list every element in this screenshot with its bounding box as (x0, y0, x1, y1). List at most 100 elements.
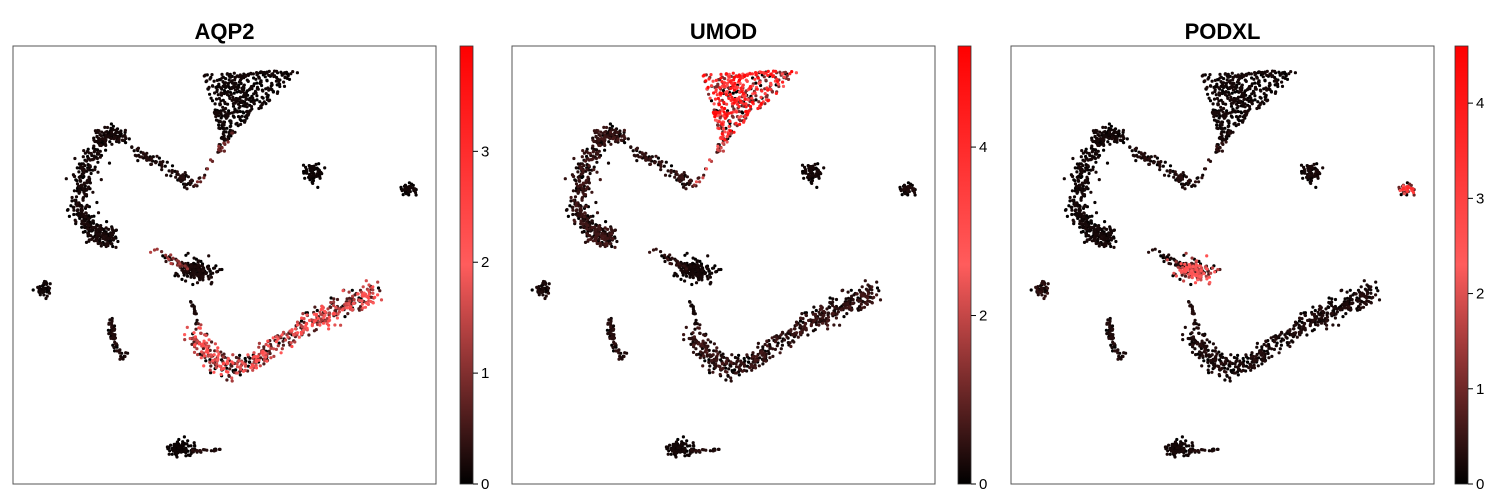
data-point (813, 328, 817, 332)
data-point (720, 122, 724, 126)
data-point (1230, 91, 1234, 95)
data-point (263, 75, 267, 79)
data-point (371, 291, 375, 295)
data-point (763, 355, 767, 359)
data-point (1275, 341, 1279, 345)
data-point (212, 110, 216, 115)
data-point (604, 125, 609, 130)
data-point (225, 138, 230, 142)
data-point (609, 142, 613, 146)
data-point (856, 308, 861, 312)
data-point (192, 350, 197, 354)
data-point (209, 364, 213, 368)
data-point (82, 181, 86, 185)
data-point (563, 177, 567, 181)
data-point (230, 131, 234, 135)
data-point (768, 356, 772, 360)
data-point (1263, 95, 1267, 99)
data-point (31, 288, 35, 292)
data-point (290, 344, 294, 349)
data-point (257, 341, 261, 345)
data-point (343, 315, 347, 319)
data-point (820, 321, 825, 325)
data-point (98, 237, 102, 241)
data-point (94, 225, 98, 229)
data-point (753, 358, 757, 362)
data-point (240, 114, 244, 118)
data-point (295, 323, 300, 327)
data-point (898, 185, 902, 189)
data-point (1211, 349, 1215, 353)
data-point (269, 346, 273, 350)
data-point (1208, 340, 1212, 344)
data-point (231, 353, 235, 357)
data-point (845, 306, 849, 310)
data-point (221, 105, 225, 109)
data-point (110, 142, 114, 146)
data-point (696, 259, 700, 263)
data-point (409, 182, 414, 186)
data-point (1253, 94, 1257, 98)
data-point (846, 302, 850, 306)
data-point (189, 444, 193, 448)
data-point (239, 122, 243, 126)
data-point (691, 271, 695, 275)
data-point (1225, 373, 1229, 378)
data-point (726, 132, 730, 136)
data-point (910, 186, 915, 191)
data-point (316, 168, 320, 173)
data-point (228, 111, 232, 115)
colorbar-tick-label: 4 (979, 139, 987, 156)
data-point (866, 296, 870, 300)
data-point (609, 332, 614, 336)
data-point (264, 342, 268, 347)
data-point (180, 442, 184, 446)
data-point (185, 267, 190, 271)
data-point (89, 151, 93, 156)
data-point (198, 278, 202, 282)
data-point (728, 75, 732, 79)
data-point (609, 329, 613, 333)
data-point (591, 239, 595, 243)
data-point (1313, 308, 1317, 313)
data-point (91, 190, 95, 194)
data-point (99, 241, 103, 245)
data-point (826, 323, 830, 327)
data-point (246, 353, 250, 357)
data-point (678, 179, 682, 184)
data-point (300, 316, 304, 320)
data-point (261, 89, 265, 93)
data-point (286, 335, 290, 339)
data-point (360, 299, 364, 303)
data-point (199, 264, 203, 268)
data-point (722, 100, 726, 104)
data-point (619, 138, 624, 142)
data-point (712, 266, 716, 270)
data-point (260, 351, 264, 355)
data-point (682, 264, 686, 268)
data-point (742, 364, 747, 368)
data-point (114, 228, 118, 233)
data-point (609, 321, 613, 325)
data-point (810, 181, 814, 185)
data-point (233, 97, 237, 102)
data-point (228, 96, 232, 100)
data-point (676, 437, 680, 442)
data-point (275, 335, 279, 339)
data-point (593, 225, 597, 229)
data-point (713, 97, 718, 101)
data-point (753, 366, 758, 370)
data-point (318, 323, 322, 327)
data-point (238, 78, 242, 82)
data-point (87, 217, 91, 221)
data-point (1073, 179, 1077, 183)
data-point (98, 155, 102, 159)
data-point (616, 137, 620, 141)
data-point (582, 219, 586, 223)
data-point (111, 128, 115, 132)
data-point (691, 441, 695, 445)
data-point (308, 168, 312, 172)
data-point (244, 97, 248, 101)
data-point (608, 122, 613, 126)
